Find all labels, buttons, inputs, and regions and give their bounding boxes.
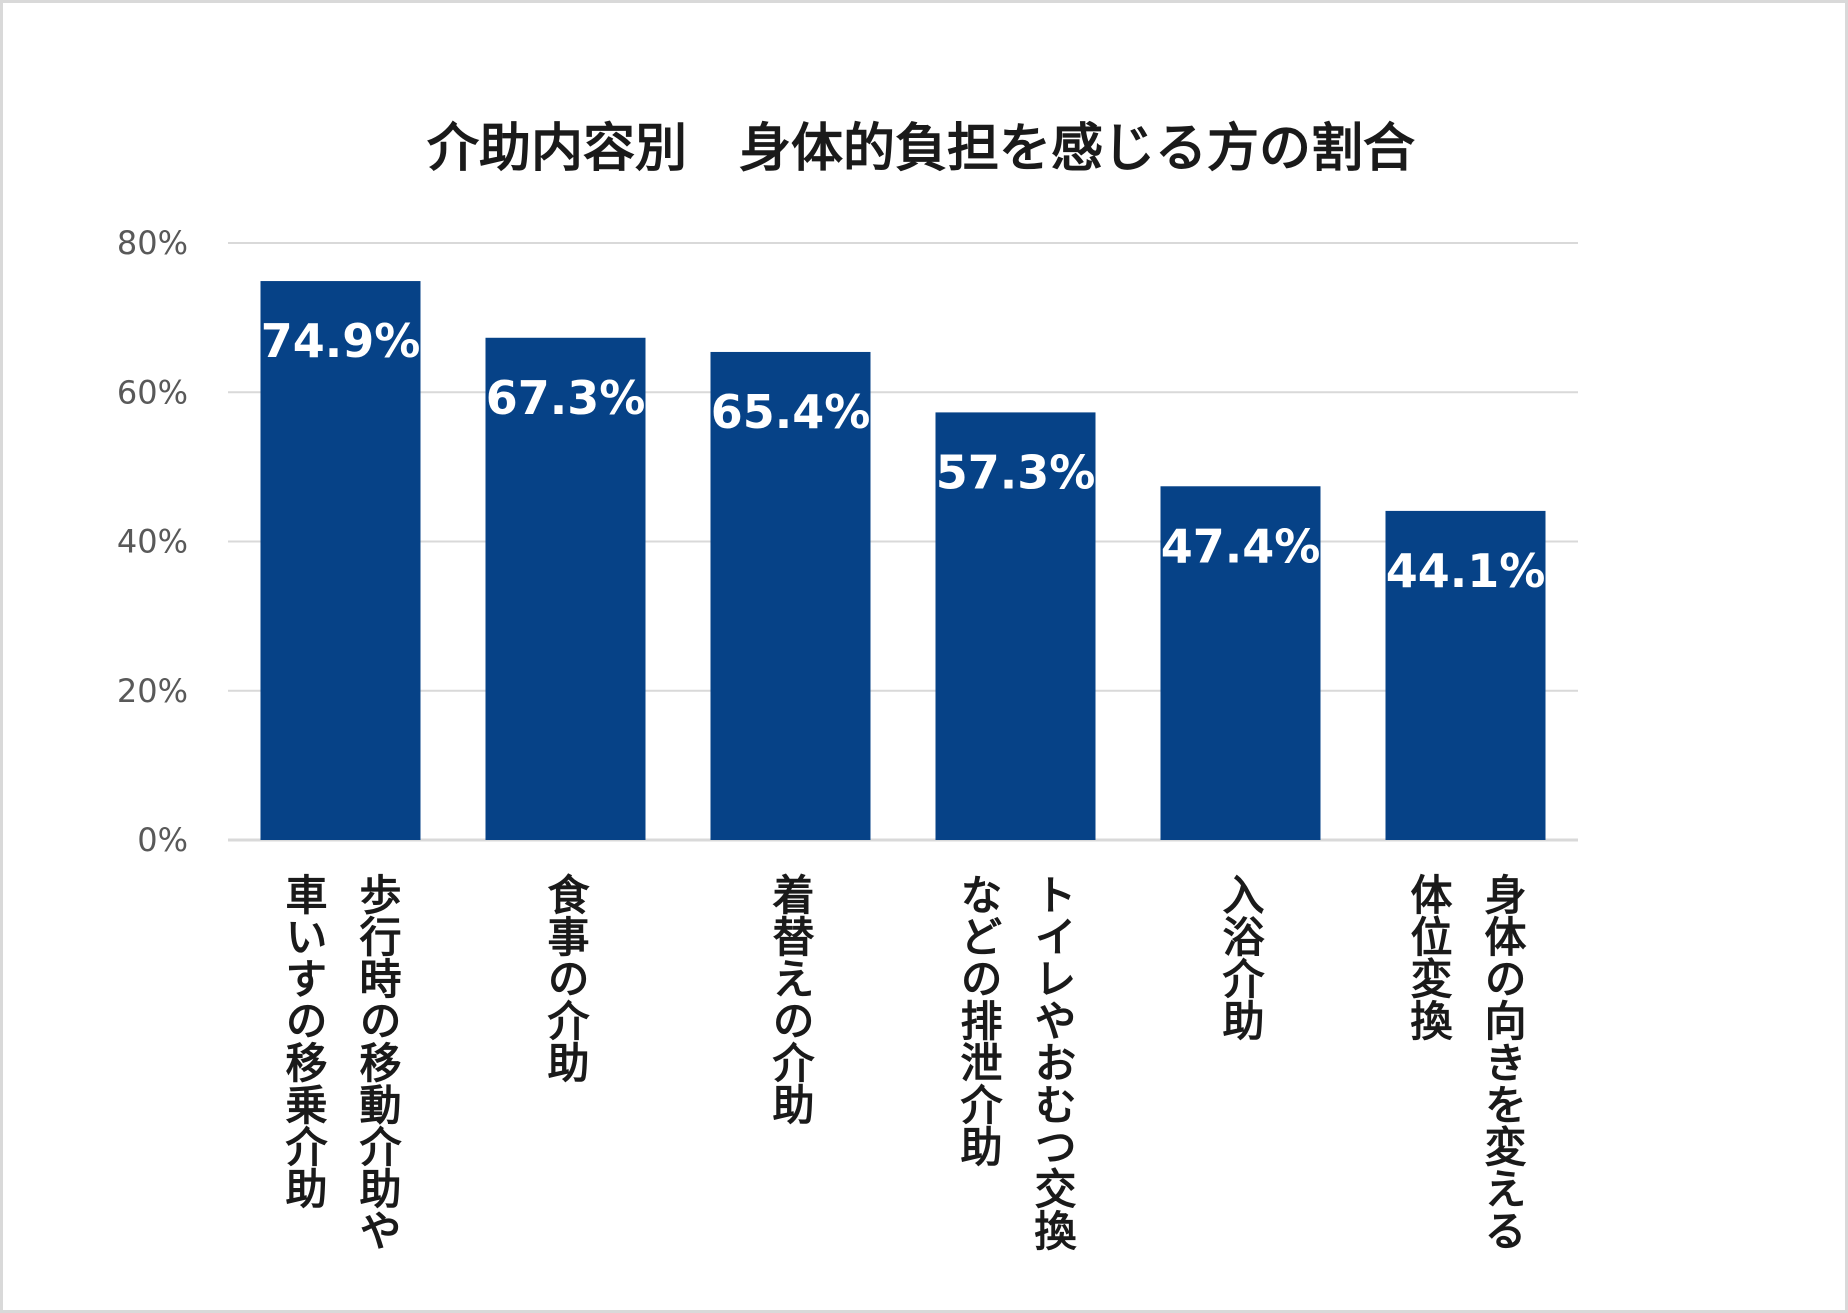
data-label: 57.3% [936, 445, 1096, 499]
y-tick-label: 80% [117, 224, 188, 262]
category-label: 歩行時の移動介助や [353, 873, 402, 1251]
data-label: 67.3% [486, 371, 646, 425]
y-axis-ticks: 0% 20% 40% 60% 80% [117, 224, 188, 859]
bar [1385, 510, 1546, 840]
y-tick-label: 40% [117, 523, 188, 561]
bar [1160, 486, 1321, 840]
category-label: 食事の介助 [541, 873, 590, 1083]
category-label: 車いすの移乗介助 [279, 873, 328, 1209]
bar [935, 412, 1096, 840]
y-tick-label: 60% [117, 373, 188, 411]
category-label: トイレやおむつ交換 [1028, 873, 1077, 1251]
y-tick-label: 0% [137, 821, 188, 859]
bar [710, 351, 871, 840]
category-label: 体位変換 [1404, 873, 1453, 1041]
data-label: 44.1% [1386, 544, 1546, 598]
category-label: 身体の向きを変える [1478, 873, 1527, 1251]
bar [260, 281, 421, 841]
data-label: 65.4% [711, 385, 871, 439]
gridlines [228, 242, 1578, 842]
y-tick-label: 20% [117, 672, 188, 710]
chart-title: 介助内容別 身体的負担を感じる方の割合 [427, 119, 1415, 179]
data-label: 47.4% [1161, 519, 1321, 573]
category-label: 入浴介助 [1216, 873, 1265, 1041]
bar-chart: 介助内容別 身体的負担を感じる方の割合 0% 20% 40% 60% 80% 74.9%… [117, 119, 1578, 1251]
bar [485, 337, 646, 840]
bars [260, 281, 1546, 841]
data-labels: 74.9% 67.3% 65.4% 57.3% 47.4% 44.1% [261, 314, 1546, 598]
category-label: などの排泄介助 [954, 873, 1003, 1167]
data-label: 74.9% [261, 314, 421, 368]
category-label: 着替えの介助 [766, 873, 815, 1125]
